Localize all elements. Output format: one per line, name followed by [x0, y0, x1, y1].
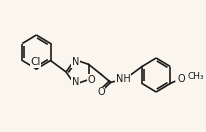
Text: O: O [178, 74, 186, 84]
Text: NH: NH [116, 74, 130, 84]
Text: O: O [88, 75, 95, 85]
Text: O: O [97, 87, 105, 97]
Text: Cl: Cl [30, 57, 41, 67]
Text: N: N [72, 57, 79, 67]
Text: N: N [72, 77, 79, 87]
Text: CH₃: CH₃ [187, 72, 204, 81]
